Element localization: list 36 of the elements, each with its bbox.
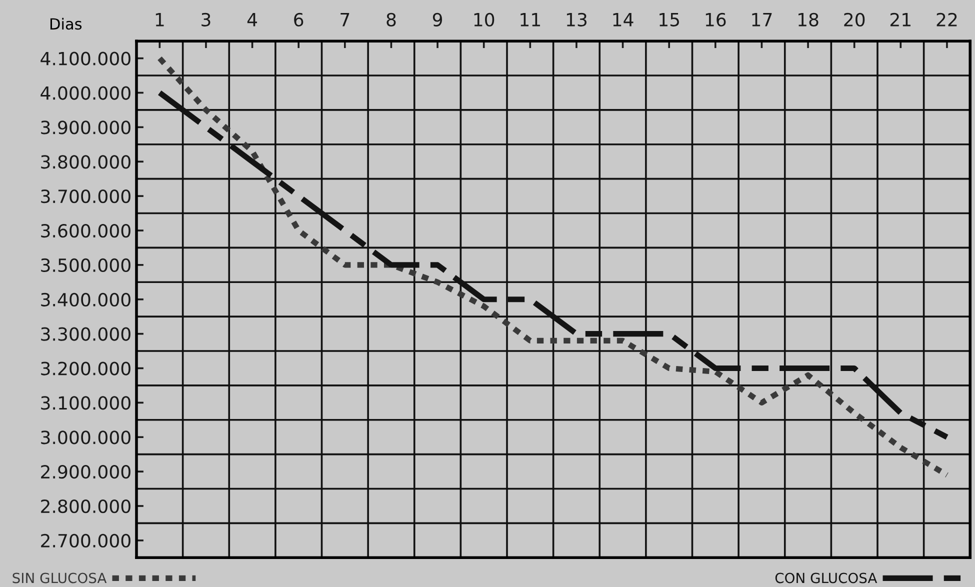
y-tick-label: 3.800.000 (41, 155, 130, 169)
x-tick-label: 22 (936, 12, 957, 26)
y-tick-label: 3.700.000 (41, 190, 130, 204)
y-tick-label: 2.700.000 (41, 534, 130, 548)
y-tick-label: 2.800.000 (41, 499, 130, 514)
y-tick-label: 3.600.000 (41, 224, 130, 238)
x-tick-label: 16 (706, 12, 726, 26)
x-tick-label: 1 (156, 13, 164, 26)
x-tick-label: 13 (566, 12, 587, 26)
x-tick-label: 18 (798, 12, 818, 26)
x-tick-label: 4 (247, 13, 258, 26)
x-tick-label: 20 (844, 12, 865, 26)
y-tick-label: 3.300.000 (41, 327, 130, 341)
y-tick-label: 4.100.000 (40, 52, 130, 66)
x-axis-title: Dias (50, 18, 82, 30)
y-tick-label: 3.500.000 (41, 258, 130, 272)
y-tick-label: 4.000.000 (40, 86, 130, 100)
x-tick-label: 10 (474, 12, 494, 26)
x-tick-label: 21 (890, 12, 910, 26)
y-tick-label: 3.900.000 (41, 120, 130, 134)
y-tick-label: 3.200.000 (41, 362, 130, 376)
y-tick-label: 3.100.000 (41, 396, 130, 410)
x-tick-label: 17 (752, 13, 772, 26)
x-tick-label: 9 (432, 12, 442, 26)
x-tick-label: 7 (340, 13, 350, 26)
x-tick-label: 11 (520, 13, 540, 26)
y-tick-label: 2.900.000 (41, 465, 130, 479)
x-tick-label: 15 (660, 13, 680, 26)
text: SIN GLUCOSA (12, 572, 107, 584)
text: CON GLUCOSA (775, 572, 878, 584)
y-tick-label: 3.400.000 (41, 292, 130, 306)
x-tick-label: 8 (386, 12, 396, 26)
x-tick-label: 3 (202, 12, 210, 26)
y-tick-label: 3.000.000 (41, 430, 130, 444)
x-tick-label: 14 (613, 13, 634, 26)
x-tick-label: 6 (294, 12, 304, 26)
